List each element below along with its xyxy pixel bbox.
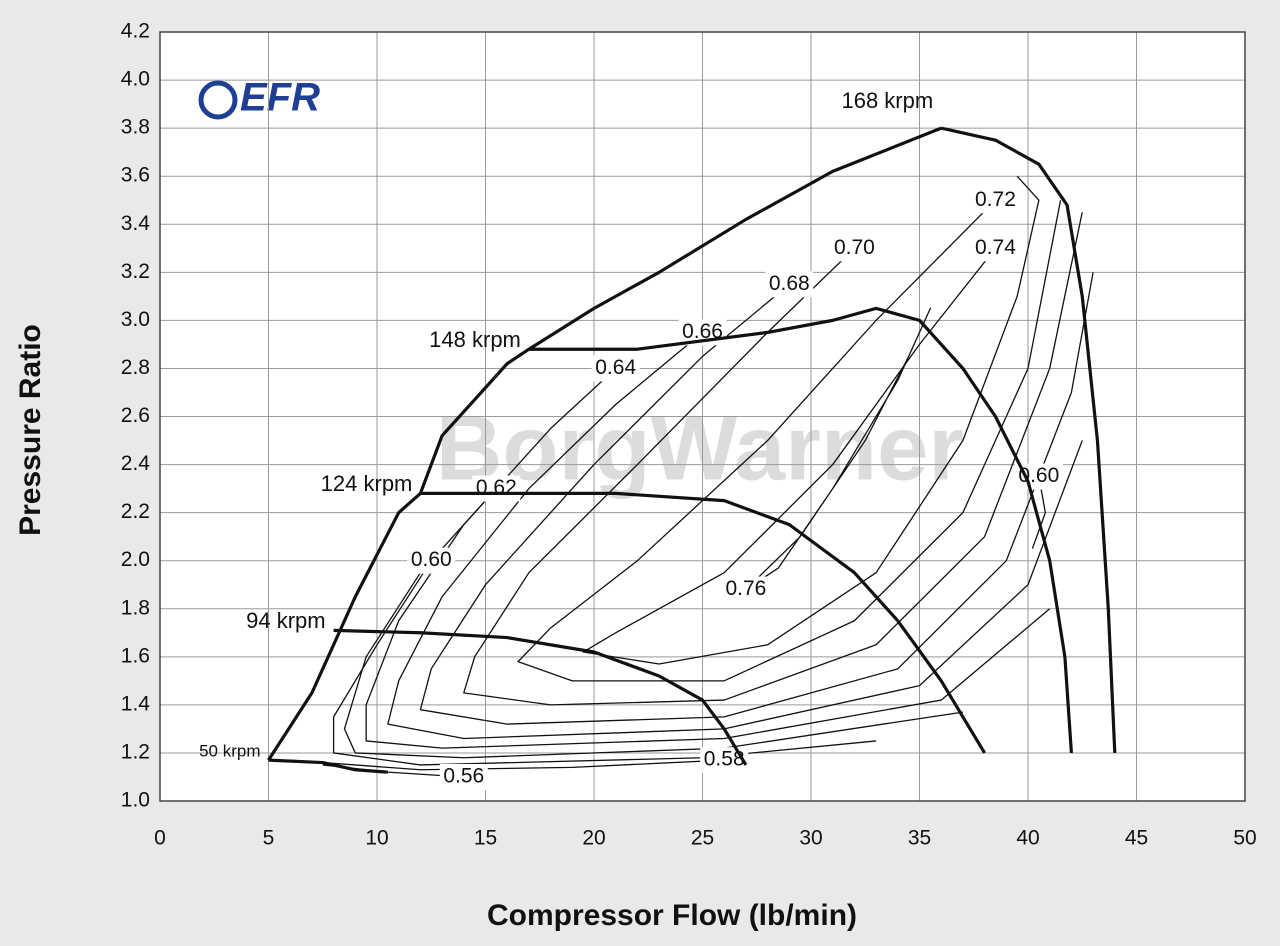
x-tick-label: 30 [799,827,822,850]
y-tick-label: 1.6 [121,644,150,667]
contour-label-bg [407,547,456,574]
contour-label-bg [472,475,521,502]
contour-label: 0.74 [975,236,1016,259]
speed-line [420,491,986,754]
plot-frame [159,31,1246,802]
y-tick-label: 2.4 [121,452,151,475]
contour-label: 0.58 [704,748,745,771]
contour-label: 0.70 [834,236,875,259]
y-axis-title: Pressure Ratio [14,324,47,536]
efficiency-contour [343,488,963,759]
y-tick-label: 1.0 [121,789,150,812]
y-tick-label: 2.6 [121,404,150,427]
x-tick-label: 40 [1016,827,1039,850]
logo-icon [198,80,238,120]
x-tick-label: 50 [1233,827,1256,850]
watermark: BorgWarner [436,397,964,499]
efficiency-contour [517,199,1062,682]
contour-label-bg [591,355,640,382]
x-tick-label: 45 [1125,827,1148,850]
contour-label: 0.66 [682,320,723,343]
speed-label: 94 krpm [246,608,325,633]
speed-label: 50 krpm [199,742,260,761]
y-tick-label: 3.8 [121,116,150,139]
logo: EFR [240,76,320,120]
y-tick-label: 2.2 [121,500,150,523]
efficiency-contour [463,212,1083,706]
efficiency-contour [582,175,1040,665]
x-tick-label: 25 [691,827,714,850]
y-tick-label: 1.2 [121,740,150,763]
y-tick-label: 2.0 [121,548,150,571]
contour-label: 0.56 [443,765,484,788]
x-tick-label: 15 [474,827,497,850]
surge-line [267,126,942,762]
x-tick-label: 0 [154,827,166,850]
speed-label: 124 krpm [321,471,413,496]
x-tick-label: 35 [908,827,931,850]
contour-label-bg [971,187,1020,214]
speed-line [940,126,1117,754]
contour-label: 0.72 [975,188,1016,211]
y-tick-label: 3.0 [121,308,150,331]
contour-label: 0.68 [769,272,810,295]
contour-label-bg [439,763,488,790]
x-tick-label: 5 [263,827,275,850]
y-tick-label: 2.8 [121,356,150,379]
speed-line [268,758,388,774]
efficiency-contour [745,307,931,591]
y-tick-label: 4.2 [121,20,150,43]
efficiency-contour [419,272,1094,725]
contour-label-bg [765,271,814,298]
y-tick-label: 3.6 [121,164,150,187]
speed-line [528,306,1073,754]
contour-label: 0.60 [411,548,452,571]
contour-label: 0.62 [476,476,517,499]
speed-line [333,628,748,766]
contour-label: 0.64 [595,356,636,379]
contour-label-bg [971,235,1020,262]
contour-label-bg [721,576,770,603]
y-tick-label: 1.8 [121,596,150,619]
x-tick-label: 10 [365,827,388,850]
y-tick-label: 1.4 [121,692,151,715]
x-tick-label: 20 [582,827,605,850]
efficiency-contour [387,331,1083,740]
efficiency-contour [290,759,725,771]
x-axis-title: Compressor Flow (lb/min) [487,899,857,932]
y-tick-label: 4.0 [121,68,150,91]
contour-label-bg [830,235,879,262]
speed-label: 148 krpm [429,327,521,352]
y-tick-label: 3.4 [121,212,151,235]
contour-label-bg [700,747,749,774]
contour-label: 0.76 [725,577,766,600]
speed-label: 168 krpm [841,88,933,113]
y-tick-label: 3.2 [121,260,150,283]
